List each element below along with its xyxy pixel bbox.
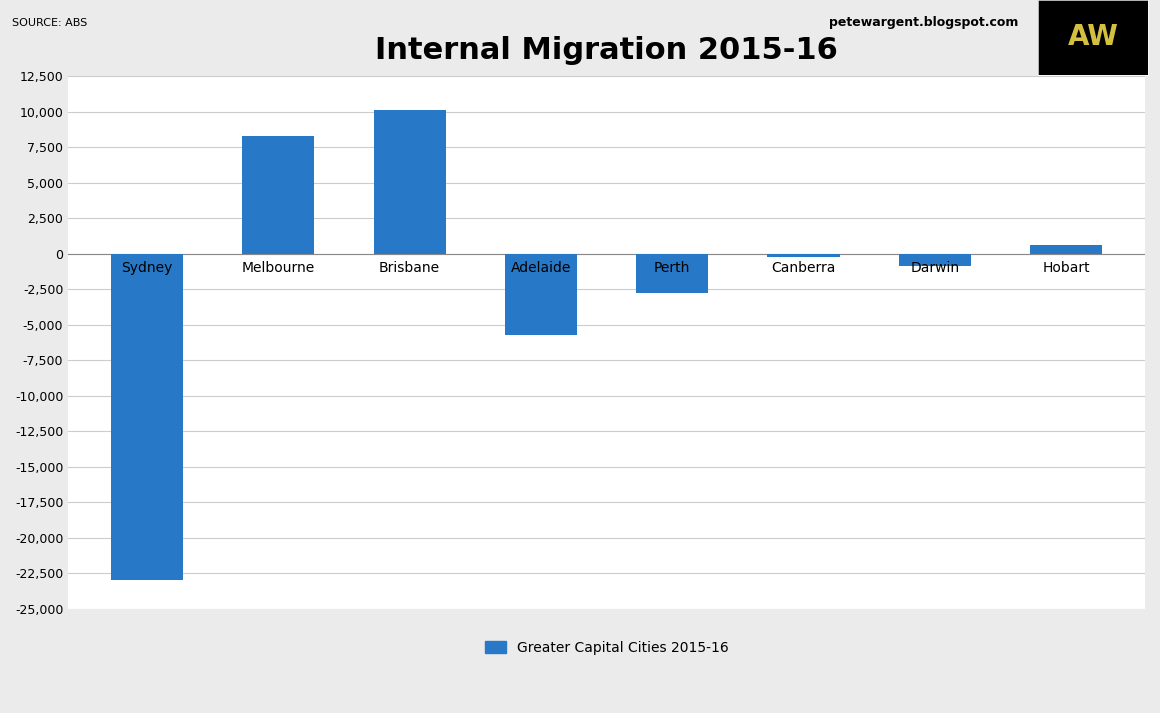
Text: Adelaide: Adelaide [510, 261, 571, 275]
Legend: Greater Capital Cities 2015-16: Greater Capital Cities 2015-16 [479, 635, 734, 660]
Title: Internal Migration 2015-16: Internal Migration 2015-16 [375, 36, 838, 66]
Text: Sydney: Sydney [122, 261, 173, 275]
Bar [242, 135, 314, 254]
Text: Hobart: Hobart [1043, 261, 1090, 275]
Text: Melbourne: Melbourne [241, 261, 316, 275]
Bar [1030, 245, 1102, 254]
Text: AW: AW [1068, 24, 1118, 51]
Text: Canberra: Canberra [771, 261, 835, 275]
Text: petewargent.blogspot.com: petewargent.blogspot.com [829, 16, 1018, 29]
Bar [111, 254, 183, 580]
Text: Darwin: Darwin [911, 261, 959, 275]
Text: SOURCE: ABS: SOURCE: ABS [12, 18, 87, 28]
Text: Brisbane: Brisbane [379, 261, 440, 275]
Bar [899, 254, 971, 267]
Bar [768, 254, 840, 257]
Bar [374, 111, 445, 254]
Bar [636, 254, 709, 294]
Bar [505, 254, 577, 334]
Text: Perth: Perth [654, 261, 690, 275]
